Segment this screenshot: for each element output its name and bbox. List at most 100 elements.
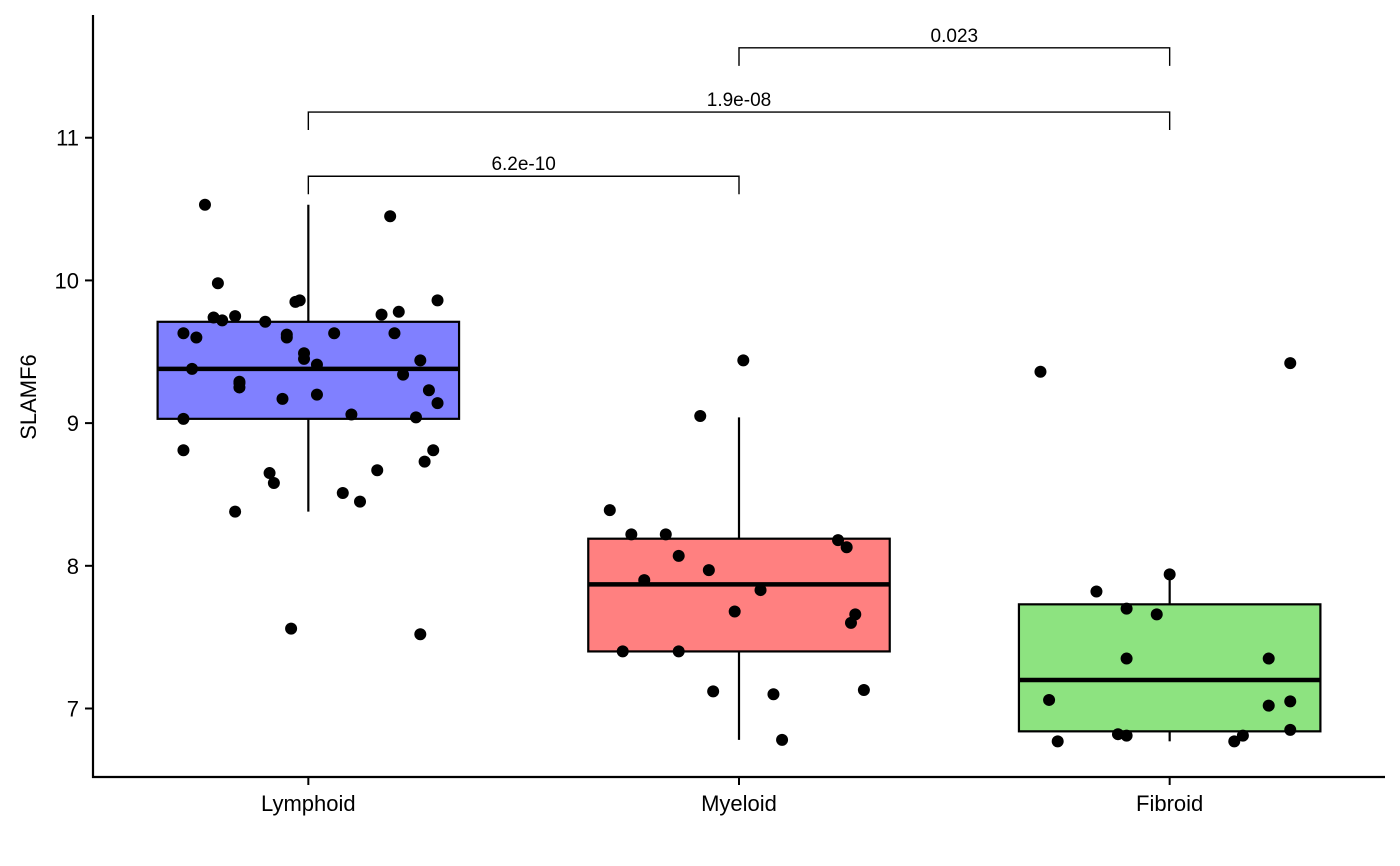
plot-area: 6.2e-10 1.9e-08 0.023	[156, 26, 1322, 748]
data-point	[371, 464, 384, 477]
data-point	[285, 622, 298, 635]
box-group-fibroid	[1017, 357, 1322, 748]
data-point	[767, 688, 780, 701]
y-tick-label: 11	[56, 126, 79, 151]
data-point	[1120, 602, 1133, 615]
data-point	[211, 277, 224, 290]
data-point	[603, 504, 616, 517]
data-point	[1236, 729, 1249, 742]
data-point	[672, 549, 685, 562]
bracket-line	[307, 175, 740, 195]
data-point	[1163, 568, 1176, 581]
data-point	[328, 327, 341, 340]
data-point	[431, 294, 444, 307]
data-point	[345, 408, 358, 421]
data-point	[702, 564, 715, 577]
data-point	[198, 198, 211, 211]
x-tick-label: Fibroid	[1136, 791, 1203, 816]
data-point	[233, 381, 246, 394]
data-point	[280, 328, 293, 341]
data-point	[422, 384, 435, 397]
data-point	[1150, 608, 1163, 621]
data-point	[276, 392, 289, 405]
data-point	[392, 305, 405, 318]
y-axis-title: SLAMF6	[16, 354, 41, 440]
data-point	[737, 354, 750, 367]
bracket-line	[307, 111, 1171, 131]
data-point	[840, 541, 853, 554]
data-point	[263, 467, 276, 480]
data-point	[186, 362, 199, 375]
y-axis: 7 8 9 10 11	[55, 126, 93, 722]
data-point	[844, 616, 857, 629]
comparison-bracket: 6.2e-10	[307, 154, 740, 195]
data-point	[310, 388, 323, 401]
data-point	[638, 574, 651, 587]
data-point	[229, 310, 242, 323]
comparison-bracket: 1.9e-08	[307, 90, 1171, 131]
data-point	[707, 685, 720, 698]
data-point	[1284, 695, 1297, 708]
data-point	[289, 295, 302, 308]
data-point	[1051, 735, 1064, 748]
p-value-label: 0.023	[931, 26, 979, 47]
iqr-box	[1017, 603, 1322, 733]
data-point	[1284, 357, 1297, 370]
data-point	[259, 315, 272, 328]
data-point	[388, 327, 401, 340]
p-value-label: 1.9e-08	[707, 90, 771, 111]
data-point	[1034, 365, 1047, 378]
data-point	[177, 412, 190, 425]
data-point	[1043, 693, 1056, 706]
data-point	[310, 358, 323, 371]
data-point	[414, 354, 427, 367]
data-point	[1284, 723, 1297, 736]
data-point	[336, 487, 349, 500]
bracket-line	[738, 47, 1171, 66]
data-point	[190, 331, 203, 344]
x-tick-label: Myeloid	[701, 791, 777, 816]
data-point	[659, 528, 672, 541]
data-point	[267, 477, 280, 490]
data-point	[1262, 652, 1275, 665]
x-tick-label: Lymphoid	[261, 791, 356, 816]
y-tick-label: 9	[67, 411, 79, 436]
y-tick-label: 7	[67, 697, 79, 722]
box-group-lymphoid	[156, 198, 461, 641]
data-point	[832, 534, 845, 547]
data-point	[857, 683, 870, 696]
data-point	[1228, 735, 1241, 748]
y-tick-label: 8	[67, 554, 79, 579]
data-point	[1090, 585, 1103, 598]
box-group-myeloid	[587, 354, 891, 746]
data-point	[397, 368, 410, 381]
data-point	[625, 528, 638, 541]
iqr-box	[587, 537, 891, 653]
data-point	[1120, 652, 1133, 665]
data-point	[1262, 699, 1275, 712]
data-point	[177, 327, 190, 340]
data-point	[410, 411, 422, 424]
data-point	[414, 628, 427, 641]
data-point	[229, 505, 242, 518]
data-point	[431, 397, 444, 410]
data-point	[728, 605, 741, 618]
p-value-label: 6.2e-10	[491, 154, 555, 175]
data-point	[216, 314, 229, 327]
y-tick-label: 10	[55, 268, 79, 293]
data-point	[694, 409, 707, 422]
data-point	[418, 455, 431, 468]
data-point	[177, 444, 190, 457]
x-axis: Lymphoid Myeloid Fibroid	[261, 777, 1203, 816]
data-point	[354, 495, 367, 508]
data-point	[616, 645, 629, 658]
data-point	[298, 352, 311, 365]
comparison-bracket: 0.023	[738, 26, 1171, 66]
data-point	[375, 308, 388, 321]
data-point	[384, 210, 397, 223]
data-point	[427, 444, 440, 457]
data-point	[1120, 729, 1133, 742]
data-point	[672, 645, 685, 658]
data-point	[754, 584, 767, 597]
